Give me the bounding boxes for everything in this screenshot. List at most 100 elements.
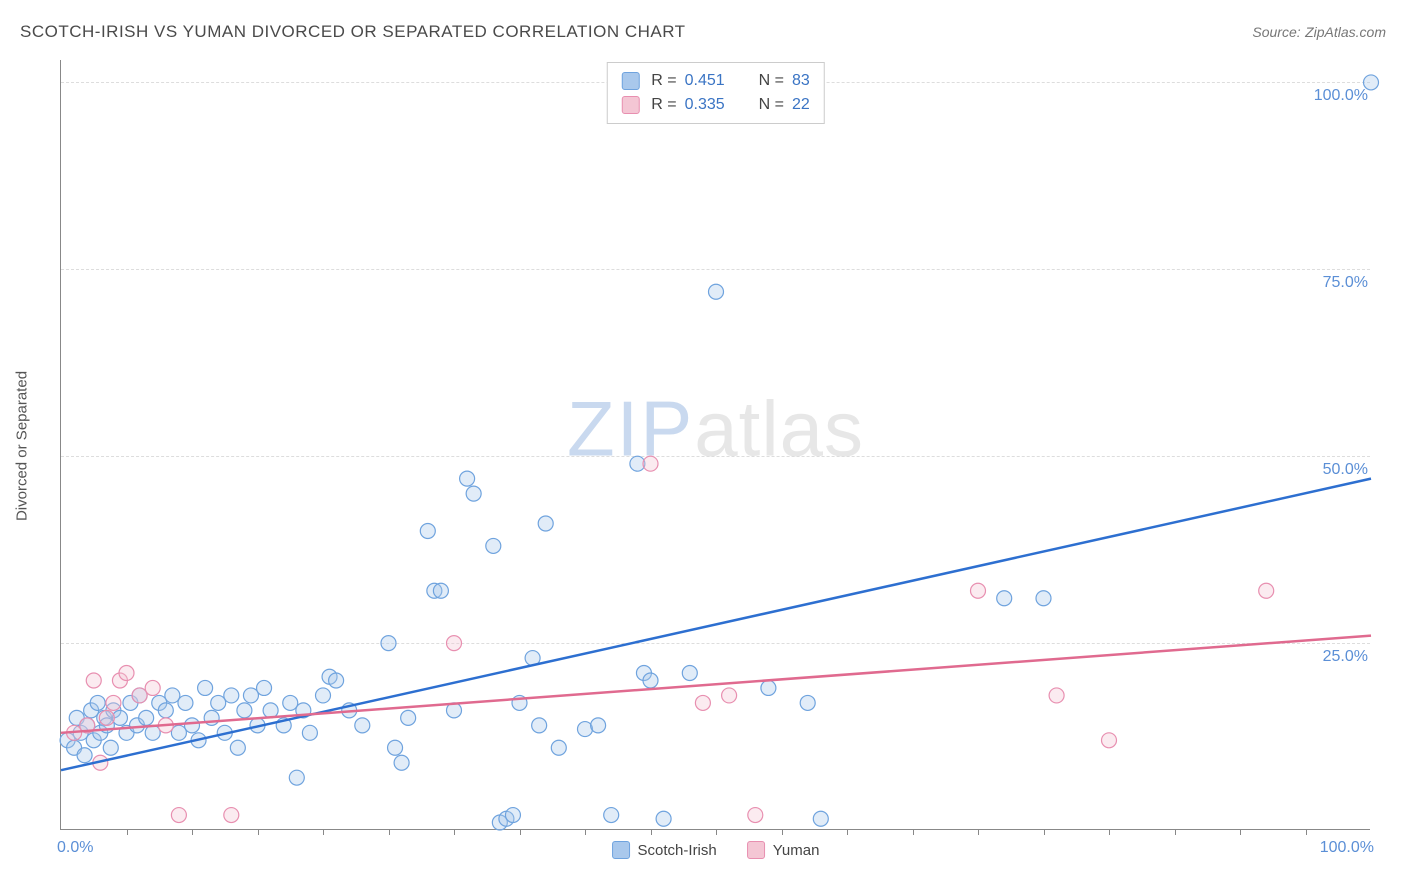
data-point	[165, 688, 180, 703]
data-point	[401, 710, 416, 725]
legend-r-value: 0.335	[685, 96, 737, 114]
legend-item-scotch-irish: Scotch-Irish	[612, 841, 717, 859]
data-point	[591, 718, 606, 733]
data-point	[433, 583, 448, 598]
legend-item-yuman: Yuman	[747, 841, 820, 859]
legend-n-label: N =	[759, 96, 784, 114]
x-tick-label: 0.0%	[57, 839, 93, 857]
data-point	[106, 695, 121, 710]
data-point	[813, 811, 828, 826]
legend-label: Scotch-Irish	[638, 842, 717, 859]
x-tick	[1109, 829, 1110, 835]
data-point	[447, 636, 462, 651]
legend-n-value: 83	[792, 72, 810, 90]
data-point	[86, 673, 101, 688]
x-tick	[585, 829, 586, 835]
data-point	[643, 673, 658, 688]
data-point	[971, 583, 986, 598]
x-tick	[1044, 829, 1045, 835]
data-point	[119, 666, 134, 681]
data-point	[1364, 75, 1379, 90]
legend-swatch-yuman	[621, 96, 639, 114]
legend-stats-row: R = 0.335 N = 22	[621, 93, 809, 117]
data-point	[604, 808, 619, 823]
data-point	[1049, 688, 1064, 703]
data-point	[103, 740, 118, 755]
data-point	[355, 718, 370, 733]
data-point	[158, 703, 173, 718]
x-tick	[978, 829, 979, 835]
x-tick	[323, 829, 324, 835]
legend-swatch-scotch-irish	[621, 72, 639, 90]
data-point	[709, 284, 724, 299]
data-point	[302, 725, 317, 740]
data-point	[237, 703, 252, 718]
legend-stats-row: R = 0.451 N = 83	[621, 69, 809, 93]
data-point	[748, 808, 763, 823]
data-point	[695, 695, 710, 710]
legend-r-value: 0.451	[685, 72, 737, 90]
legend-swatch-scotch-irish	[612, 841, 630, 859]
legend-stats: R = 0.451 N = 83 R = 0.335 N = 22	[606, 62, 824, 124]
data-point	[99, 710, 114, 725]
data-point	[532, 718, 547, 733]
data-point	[1259, 583, 1274, 598]
data-point	[243, 688, 258, 703]
legend-label: Yuman	[773, 842, 820, 859]
x-tick	[389, 829, 390, 835]
data-point	[394, 755, 409, 770]
data-point	[90, 695, 105, 710]
x-tick	[1306, 829, 1307, 835]
legend-n-value: 22	[792, 96, 810, 114]
data-point	[224, 688, 239, 703]
data-point	[289, 770, 304, 785]
chart-title: SCOTCH-IRISH VS YUMAN DIVORCED OR SEPARA…	[20, 22, 686, 42]
data-point	[178, 695, 193, 710]
data-point	[132, 688, 147, 703]
data-point	[171, 725, 186, 740]
data-point	[381, 636, 396, 651]
legend-n-label: N =	[759, 72, 784, 90]
data-point	[466, 486, 481, 501]
data-point	[800, 695, 815, 710]
x-tick	[192, 829, 193, 835]
legend-r-label: R =	[651, 72, 676, 90]
data-point	[1102, 733, 1117, 748]
data-point	[486, 538, 501, 553]
legend-series: Scotch-Irish Yuman	[612, 841, 820, 859]
source-value: ZipAtlas.com	[1305, 24, 1386, 40]
data-point	[211, 695, 226, 710]
x-tick	[1240, 829, 1241, 835]
source-label: Source:	[1252, 24, 1300, 40]
data-point	[682, 666, 697, 681]
data-point	[171, 808, 186, 823]
x-tick-label: 100.0%	[1320, 839, 1374, 857]
data-point	[185, 718, 200, 733]
data-point	[145, 680, 160, 695]
x-tick	[913, 829, 914, 835]
x-tick	[1175, 829, 1176, 835]
x-tick	[847, 829, 848, 835]
trend-line	[61, 479, 1371, 771]
x-tick	[716, 829, 717, 835]
y-axis-title: Divorced or Separated	[14, 371, 31, 521]
data-point	[722, 688, 737, 703]
data-point	[224, 808, 239, 823]
data-point	[329, 673, 344, 688]
data-point	[388, 740, 403, 755]
x-tick	[651, 829, 652, 835]
data-point	[283, 695, 298, 710]
scatter-chart: ZIPatlas 25.0%50.0%75.0%100.0% 0.0%100.0…	[60, 60, 1370, 830]
plot-svg	[61, 60, 1370, 829]
data-point	[551, 740, 566, 755]
data-point	[77, 748, 92, 763]
data-point	[420, 523, 435, 538]
data-point	[198, 680, 213, 695]
x-tick	[520, 829, 521, 835]
x-tick	[258, 829, 259, 835]
source-attribution: Source: ZipAtlas.com	[1252, 24, 1386, 42]
data-point	[656, 811, 671, 826]
legend-r-label: R =	[651, 96, 676, 114]
data-point	[538, 516, 553, 531]
x-tick	[127, 829, 128, 835]
